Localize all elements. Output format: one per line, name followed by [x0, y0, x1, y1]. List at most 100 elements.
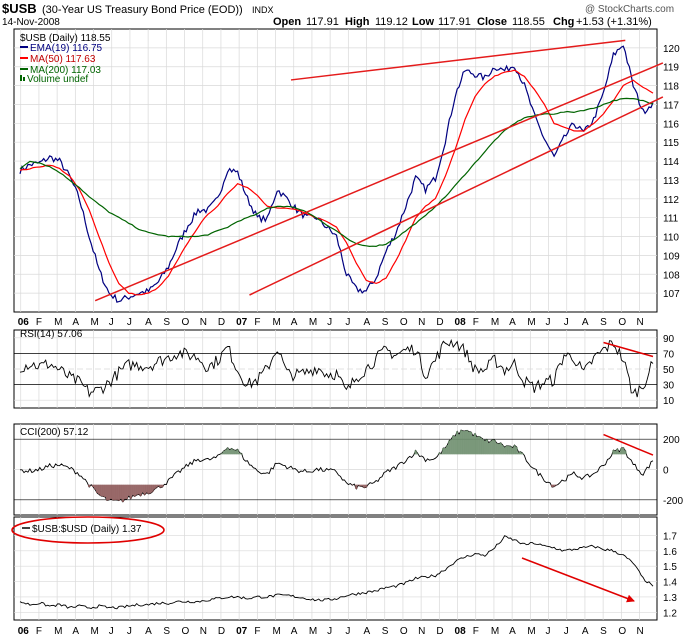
- x-tick-label: F: [473, 317, 479, 328]
- x-tick-label: M: [527, 317, 535, 328]
- low-value: 117.91: [438, 16, 471, 28]
- x-tick-label: J: [345, 317, 350, 328]
- ratio-y-tick: 1.5: [663, 562, 677, 573]
- ratio-line: [19, 535, 654, 610]
- x-tick-label: J: [327, 317, 332, 328]
- chart-date: 14-Nov-2008: [2, 17, 60, 28]
- price-y-tick: 114: [663, 157, 679, 168]
- x-tick-label: A: [145, 626, 152, 637]
- open-value: 117.91: [306, 16, 339, 28]
- price-series: [19, 45, 654, 303]
- legend-volume-swatch: [20, 75, 22, 81]
- x-tick-label: 06: [18, 317, 30, 328]
- legend-ema: EMA(19) 116.75: [30, 43, 103, 54]
- x-tick-label: O: [618, 626, 626, 637]
- x-tick-label: A: [582, 626, 589, 637]
- ratio-y-tick: 1.3: [663, 593, 677, 604]
- chart-exchange: INDX: [252, 5, 274, 15]
- x-tick-label: 08: [455, 626, 467, 637]
- x-tick-label: J: [327, 626, 332, 637]
- trendlines: [94, 39, 664, 302]
- low-label: Low: [412, 16, 434, 28]
- axis-ticks: 0606FFMMAAMMJJJJAASSOONNDD0707FFMMAAMMJJ…: [18, 44, 684, 637]
- x-tick-label: F: [254, 317, 260, 328]
- price-y-tick: 116: [663, 119, 679, 130]
- x-tick-label: A: [364, 626, 371, 637]
- legend-ma50: MA(50) 117.63: [30, 54, 96, 65]
- ratio-panel-frame: [13, 516, 658, 621]
- chart-symbol: $USB: [2, 1, 37, 16]
- x-tick-label: F: [473, 626, 479, 637]
- chart-description: (30-Year US Treasury Bond Price (EOD)): [42, 4, 243, 16]
- x-tick-label: N: [418, 626, 425, 637]
- legend-volume: Volume undef: [27, 74, 88, 85]
- ohlc-readout: Open 117.91 High 119.12 Low 117.91 Close…: [273, 16, 652, 28]
- high-label: High: [345, 16, 370, 28]
- ma-200-line: [19, 97, 654, 248]
- x-tick-label: J: [546, 626, 551, 637]
- x-tick-label: J: [546, 317, 551, 328]
- x-tick-label: N: [200, 626, 207, 637]
- x-tick-label: M: [491, 317, 499, 328]
- grid-lines: [14, 29, 657, 620]
- ratio-label: $USB:$USD (Daily) 1.37: [32, 524, 142, 535]
- cci-y-tick: 0: [663, 466, 669, 477]
- cci-y-tick: 200: [663, 435, 680, 446]
- x-tick-label: D: [218, 626, 225, 637]
- x-tick-label: O: [400, 317, 408, 328]
- rsi-y-tick: 30: [663, 381, 675, 392]
- x-tick-label: J: [564, 626, 569, 637]
- x-tick-label: N: [637, 317, 644, 328]
- x-tick-label: N: [637, 626, 644, 637]
- x-tick-label: A: [364, 317, 371, 328]
- trendline: [249, 96, 664, 296]
- x-tick-label: D: [436, 317, 443, 328]
- trendline: [94, 62, 664, 302]
- x-tick-label: A: [72, 317, 79, 328]
- x-tick-label: D: [218, 317, 225, 328]
- x-tick-label: A: [291, 626, 298, 637]
- x-tick-label: F: [36, 626, 42, 637]
- x-tick-label: 08: [455, 317, 467, 328]
- price-y-tick: 111: [663, 214, 679, 225]
- price-y-tick: 110: [663, 233, 679, 244]
- main-panel-frame: [13, 28, 658, 313]
- rsi-label: RSI(14) 57.06: [20, 329, 83, 340]
- cci-label: CCI(200) 57.12: [20, 427, 89, 438]
- x-tick-label: D: [436, 626, 443, 637]
- x-tick-label: J: [564, 317, 569, 328]
- price-y-tick: 108: [663, 270, 680, 281]
- x-tick-label: F: [36, 317, 42, 328]
- legend-ma200: MA(200) 117.03: [30, 65, 101, 76]
- x-tick-label: A: [291, 317, 298, 328]
- price-y-tick: 113: [663, 176, 679, 187]
- x-tick-label: S: [600, 626, 607, 637]
- price-legend: $USB (Daily) 118.55 EMA(19) 116.75 MA(50…: [20, 33, 111, 85]
- x-tick-label: S: [382, 626, 389, 637]
- cci-divergence-line: [603, 433, 654, 456]
- chg-label: Chg: [553, 16, 574, 28]
- rsi-divergence-line: [603, 341, 654, 358]
- x-tick-label: S: [600, 317, 607, 328]
- x-tick-label: A: [582, 317, 589, 328]
- x-tick-label: J: [345, 626, 350, 637]
- ratio-highlight-ellipse: [11, 516, 165, 544]
- x-tick-label: M: [54, 626, 62, 637]
- price-y-tick: 118: [663, 82, 679, 93]
- x-tick-label: A: [509, 626, 516, 637]
- x-tick-label: 07: [236, 317, 248, 328]
- price-y-tick: 107: [663, 289, 680, 300]
- x-tick-label: J: [127, 626, 132, 637]
- close-label: Close: [477, 16, 507, 28]
- x-tick-label: O: [182, 626, 190, 637]
- rsi-series: [14, 337, 657, 401]
- price-y-tick: 120: [663, 44, 680, 55]
- cci-series: [14, 429, 657, 503]
- chg-value: +1.53 (+1.31%): [576, 16, 652, 28]
- ma-50-line: [19, 69, 654, 296]
- ema-19-line: [19, 45, 654, 303]
- x-tick-label: M: [309, 626, 317, 637]
- x-tick-label: S: [163, 626, 170, 637]
- x-tick-label: M: [91, 317, 99, 328]
